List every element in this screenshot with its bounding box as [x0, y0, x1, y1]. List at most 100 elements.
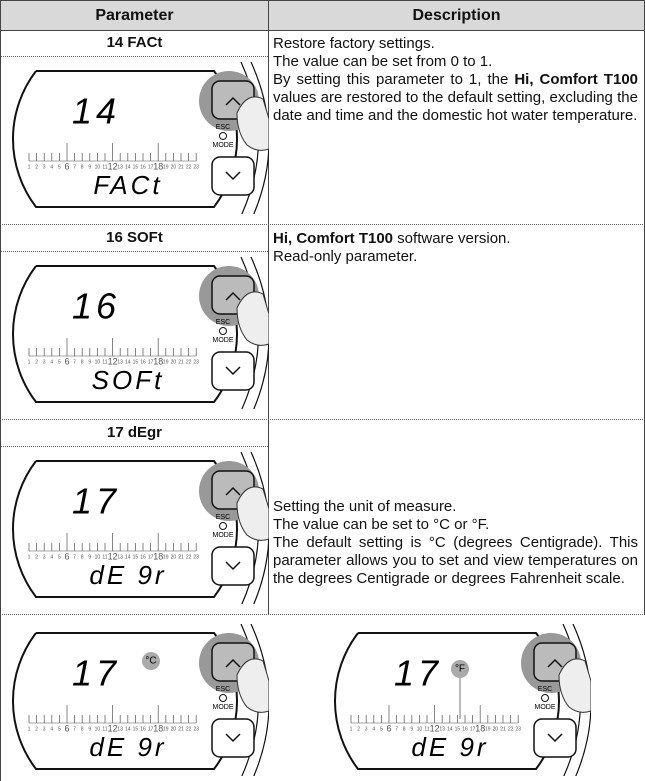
- display-code: dE 9r: [411, 732, 488, 762]
- scale-label: 13: [117, 554, 123, 560]
- down-button: [211, 718, 255, 758]
- scale-label: 8: [403, 726, 406, 732]
- unit-badge: [142, 652, 160, 670]
- display-number: 17: [72, 653, 120, 694]
- scale-label: 14: [447, 726, 453, 732]
- down-arrow: [225, 733, 241, 743]
- scale-label: 17: [148, 554, 154, 560]
- scale-label: 10: [95, 554, 101, 560]
- display-code: dE 9r: [89, 560, 166, 590]
- down-button: [211, 546, 255, 586]
- scale-label: 15: [133, 359, 139, 365]
- display-code: FACt: [93, 170, 162, 200]
- up-arrow: [547, 658, 563, 668]
- scale-label: 11: [102, 359, 107, 365]
- finger: [236, 486, 269, 541]
- scale-label: 2: [35, 726, 38, 732]
- scale-label: 22: [186, 359, 192, 365]
- description-paragraph: Read-only parameter.: [273, 248, 638, 266]
- down-button: [533, 718, 577, 758]
- description-text: Read-only parameter.: [273, 248, 418, 265]
- parameter-label: 17 dEgr: [1, 420, 268, 447]
- display-number: 17: [72, 481, 120, 522]
- finger: [236, 291, 269, 346]
- scale-label: 19: [485, 726, 491, 732]
- scale-label: 12: [108, 356, 118, 366]
- display-code: dE 9r: [89, 732, 166, 762]
- scale-label: 5: [58, 164, 61, 170]
- scale-label: 3: [43, 359, 46, 365]
- scale-label: 15: [455, 726, 461, 732]
- up-arrow: [225, 486, 241, 496]
- unit-badge: [451, 660, 469, 678]
- scale-label: 5: [380, 726, 383, 732]
- scale-label: 17: [470, 726, 476, 732]
- scale-label: 15: [133, 554, 139, 560]
- scale-label: 3: [43, 726, 46, 732]
- up-arrow: [225, 291, 241, 301]
- scale-label: 20: [493, 726, 499, 732]
- scale-label: 15: [133, 726, 139, 732]
- description-paragraph: Restore factory settings.: [273, 35, 638, 53]
- description-cell: Setting the unit of measure. The value ca…: [268, 420, 645, 615]
- scale-label: 3: [43, 164, 46, 170]
- scale-label: 13: [117, 359, 123, 365]
- mode-key: MODE: [213, 532, 234, 539]
- scale-label: 5: [58, 359, 61, 365]
- scale-label: 10: [95, 726, 101, 732]
- scale-label: 1: [28, 359, 31, 365]
- unit-label: °C: [145, 656, 156, 667]
- scale-label: 5: [58, 554, 61, 560]
- scale-label: 6: [386, 723, 391, 733]
- display-number: 14: [72, 91, 120, 132]
- unit-label: °F: [455, 664, 465, 675]
- center-key: [219, 327, 227, 335]
- scale-label: 20: [171, 359, 177, 365]
- display-number: 16: [72, 286, 120, 327]
- scale-label: 23: [193, 554, 199, 560]
- down-button: [211, 156, 255, 196]
- finger: [236, 658, 269, 713]
- scale-label: 18: [153, 723, 163, 733]
- scale-label: 23: [193, 726, 199, 732]
- scale-label: 7: [73, 554, 76, 560]
- scale-label: 19: [163, 726, 169, 732]
- mode-key: MODE: [213, 337, 234, 344]
- scale-label: 7: [73, 164, 76, 170]
- up-arrow: [225, 96, 241, 106]
- scale-label: 6: [64, 161, 69, 171]
- scale-label: 11: [102, 554, 107, 560]
- down-arrow: [547, 733, 563, 743]
- center-key: [219, 522, 227, 530]
- scale-label: 3: [43, 554, 46, 560]
- center-key: [219, 132, 227, 140]
- scale-label: 23: [515, 726, 521, 732]
- esc-key: ESC: [216, 686, 230, 693]
- scale-label: 21: [500, 726, 506, 732]
- scale-label: 7: [73, 359, 76, 365]
- description-text: The value can be set from 0 to 1.: [273, 53, 493, 70]
- esc-key: ESC: [216, 319, 230, 326]
- description-paragraph: The value can be set to °C or °F.: [273, 516, 638, 534]
- esc-key: ESC: [216, 514, 230, 521]
- scale-label: 13: [439, 726, 445, 732]
- scale-label: 7: [395, 726, 398, 732]
- description-paragraph: Setting the unit of measure.: [273, 498, 638, 516]
- scale-label: 18: [475, 723, 485, 733]
- scale-label: 22: [186, 164, 192, 170]
- up-arrow: [225, 658, 241, 668]
- scale-label: 5: [58, 726, 61, 732]
- scale-label: 12: [108, 551, 118, 561]
- scale-label: 4: [50, 164, 53, 170]
- scale-label: 10: [417, 726, 423, 732]
- scale-label: 11: [424, 726, 429, 732]
- scale-label: 8: [81, 554, 84, 560]
- scale-label: 20: [171, 554, 177, 560]
- mode-key: MODE: [213, 142, 234, 149]
- scale-label: 11: [102, 164, 107, 170]
- finger: [236, 96, 269, 151]
- scale-label: 20: [171, 726, 177, 732]
